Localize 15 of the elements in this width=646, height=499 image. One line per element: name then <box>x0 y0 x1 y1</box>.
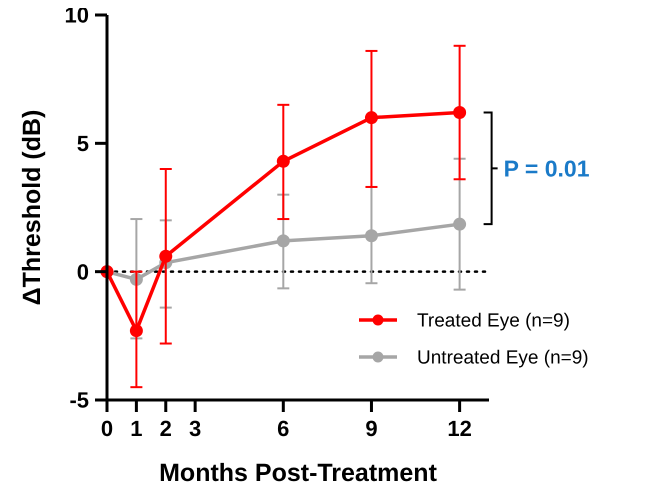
x-tick-label: 0 <box>100 416 114 441</box>
legend-label: Treated Eye (n=9) <box>417 310 570 332</box>
x-tick-label: 9 <box>365 416 378 441</box>
legend-label: Untreated Eye (n=9) <box>417 348 589 369</box>
y-tick-label: 5 <box>76 131 89 156</box>
y-tick-label: -5 <box>69 388 89 413</box>
text: P = 0.01 <box>504 155 590 182</box>
x-tick-label: 12 <box>447 416 472 441</box>
y-tick-label: 0 <box>76 259 89 284</box>
y-axis-title: ΔThreshold (dB) <box>18 110 46 306</box>
x-tick-label: 1 <box>130 416 143 441</box>
x-axis-title: Months Post-Treatment <box>159 459 438 487</box>
x-tick-label: 3 <box>189 416 202 441</box>
x-tick-label: 2 <box>160 416 172 441</box>
x-tick-label: 6 <box>277 416 290 441</box>
